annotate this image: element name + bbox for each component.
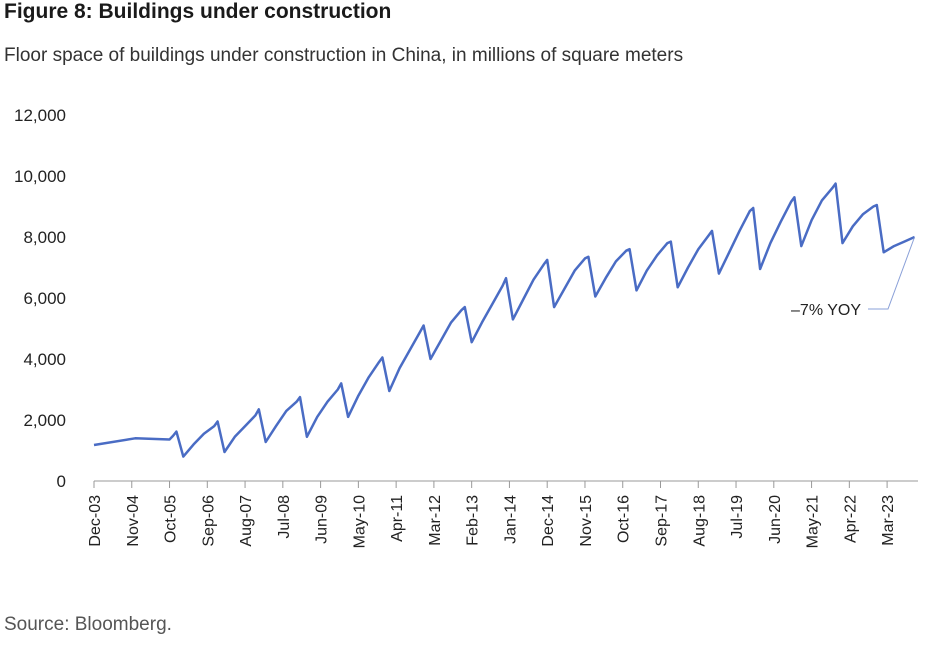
x-tick-label: Apr-11 — [389, 495, 406, 542]
x-tick-label: Sep-06 — [200, 495, 217, 547]
y-tick-label: 0 — [57, 472, 66, 491]
x-axis: Dec-03 Nov-04 Oct-05 Sep-06 Aug-07 Jul-08 Jun-… — [87, 480, 918, 548]
annotation-leader-line — [868, 236, 916, 310]
x-tick-label: Jun-20 — [767, 495, 784, 544]
x-tick-label: Oct-05 — [163, 495, 180, 543]
source-note: Source: Bloomberg. — [4, 614, 172, 635]
y-tick-label: 6,000 — [23, 289, 66, 308]
x-tick-label: Jul-19 — [729, 495, 746, 539]
series-line — [93, 182, 916, 458]
x-tick-label: Mar-23 — [880, 495, 897, 546]
y-axis: 0 2,000 4,000 6,000 8,000 10,000 12,000 — [14, 106, 66, 491]
y-tick-label: 2,000 — [23, 411, 66, 430]
x-tick-label: Nov-15 — [578, 495, 595, 547]
y-tick-label: 12,000 — [14, 106, 66, 125]
x-tick-label: Dec-03 — [87, 495, 104, 547]
x-tick-label: Feb-13 — [465, 495, 482, 546]
x-tick-label: Jul-08 — [276, 495, 293, 539]
chart-title: Figure 8: Buildings under construction — [4, 0, 392, 23]
x-tick-label: Aug-18 — [691, 495, 708, 547]
x-tick-label: Jan-14 — [502, 495, 519, 544]
x-tick-label: Oct-16 — [616, 495, 633, 543]
x-tick-label: Apr-22 — [842, 495, 859, 543]
x-tick-label: Nov-04 — [125, 495, 142, 547]
annotation-label: –7% YOY — [791, 302, 861, 319]
plot-area — [93, 182, 916, 458]
x-tick-label: Jun-09 — [314, 495, 331, 544]
chart-subtitle: Floor space of buildings under construct… — [4, 45, 684, 66]
x-tick-label: May-10 — [351, 495, 368, 548]
x-tick-label: Sep-17 — [654, 495, 671, 547]
y-tick-label: 4,000 — [23, 350, 66, 369]
y-tick-label: 10,000 — [14, 167, 66, 186]
x-tick-label: Aug-07 — [238, 495, 255, 547]
annotation-layer: –7% YOY — [791, 236, 916, 319]
x-tick-label: Dec-14 — [540, 495, 557, 547]
x-tick-label: May-21 — [805, 495, 822, 548]
y-tick-label: 8,000 — [23, 228, 66, 247]
x-tick-label: Mar-12 — [427, 495, 444, 546]
chart-area: 0 2,000 4,000 6,000 8,000 10,000 12,000 Dec-03… — [14, 106, 918, 548]
